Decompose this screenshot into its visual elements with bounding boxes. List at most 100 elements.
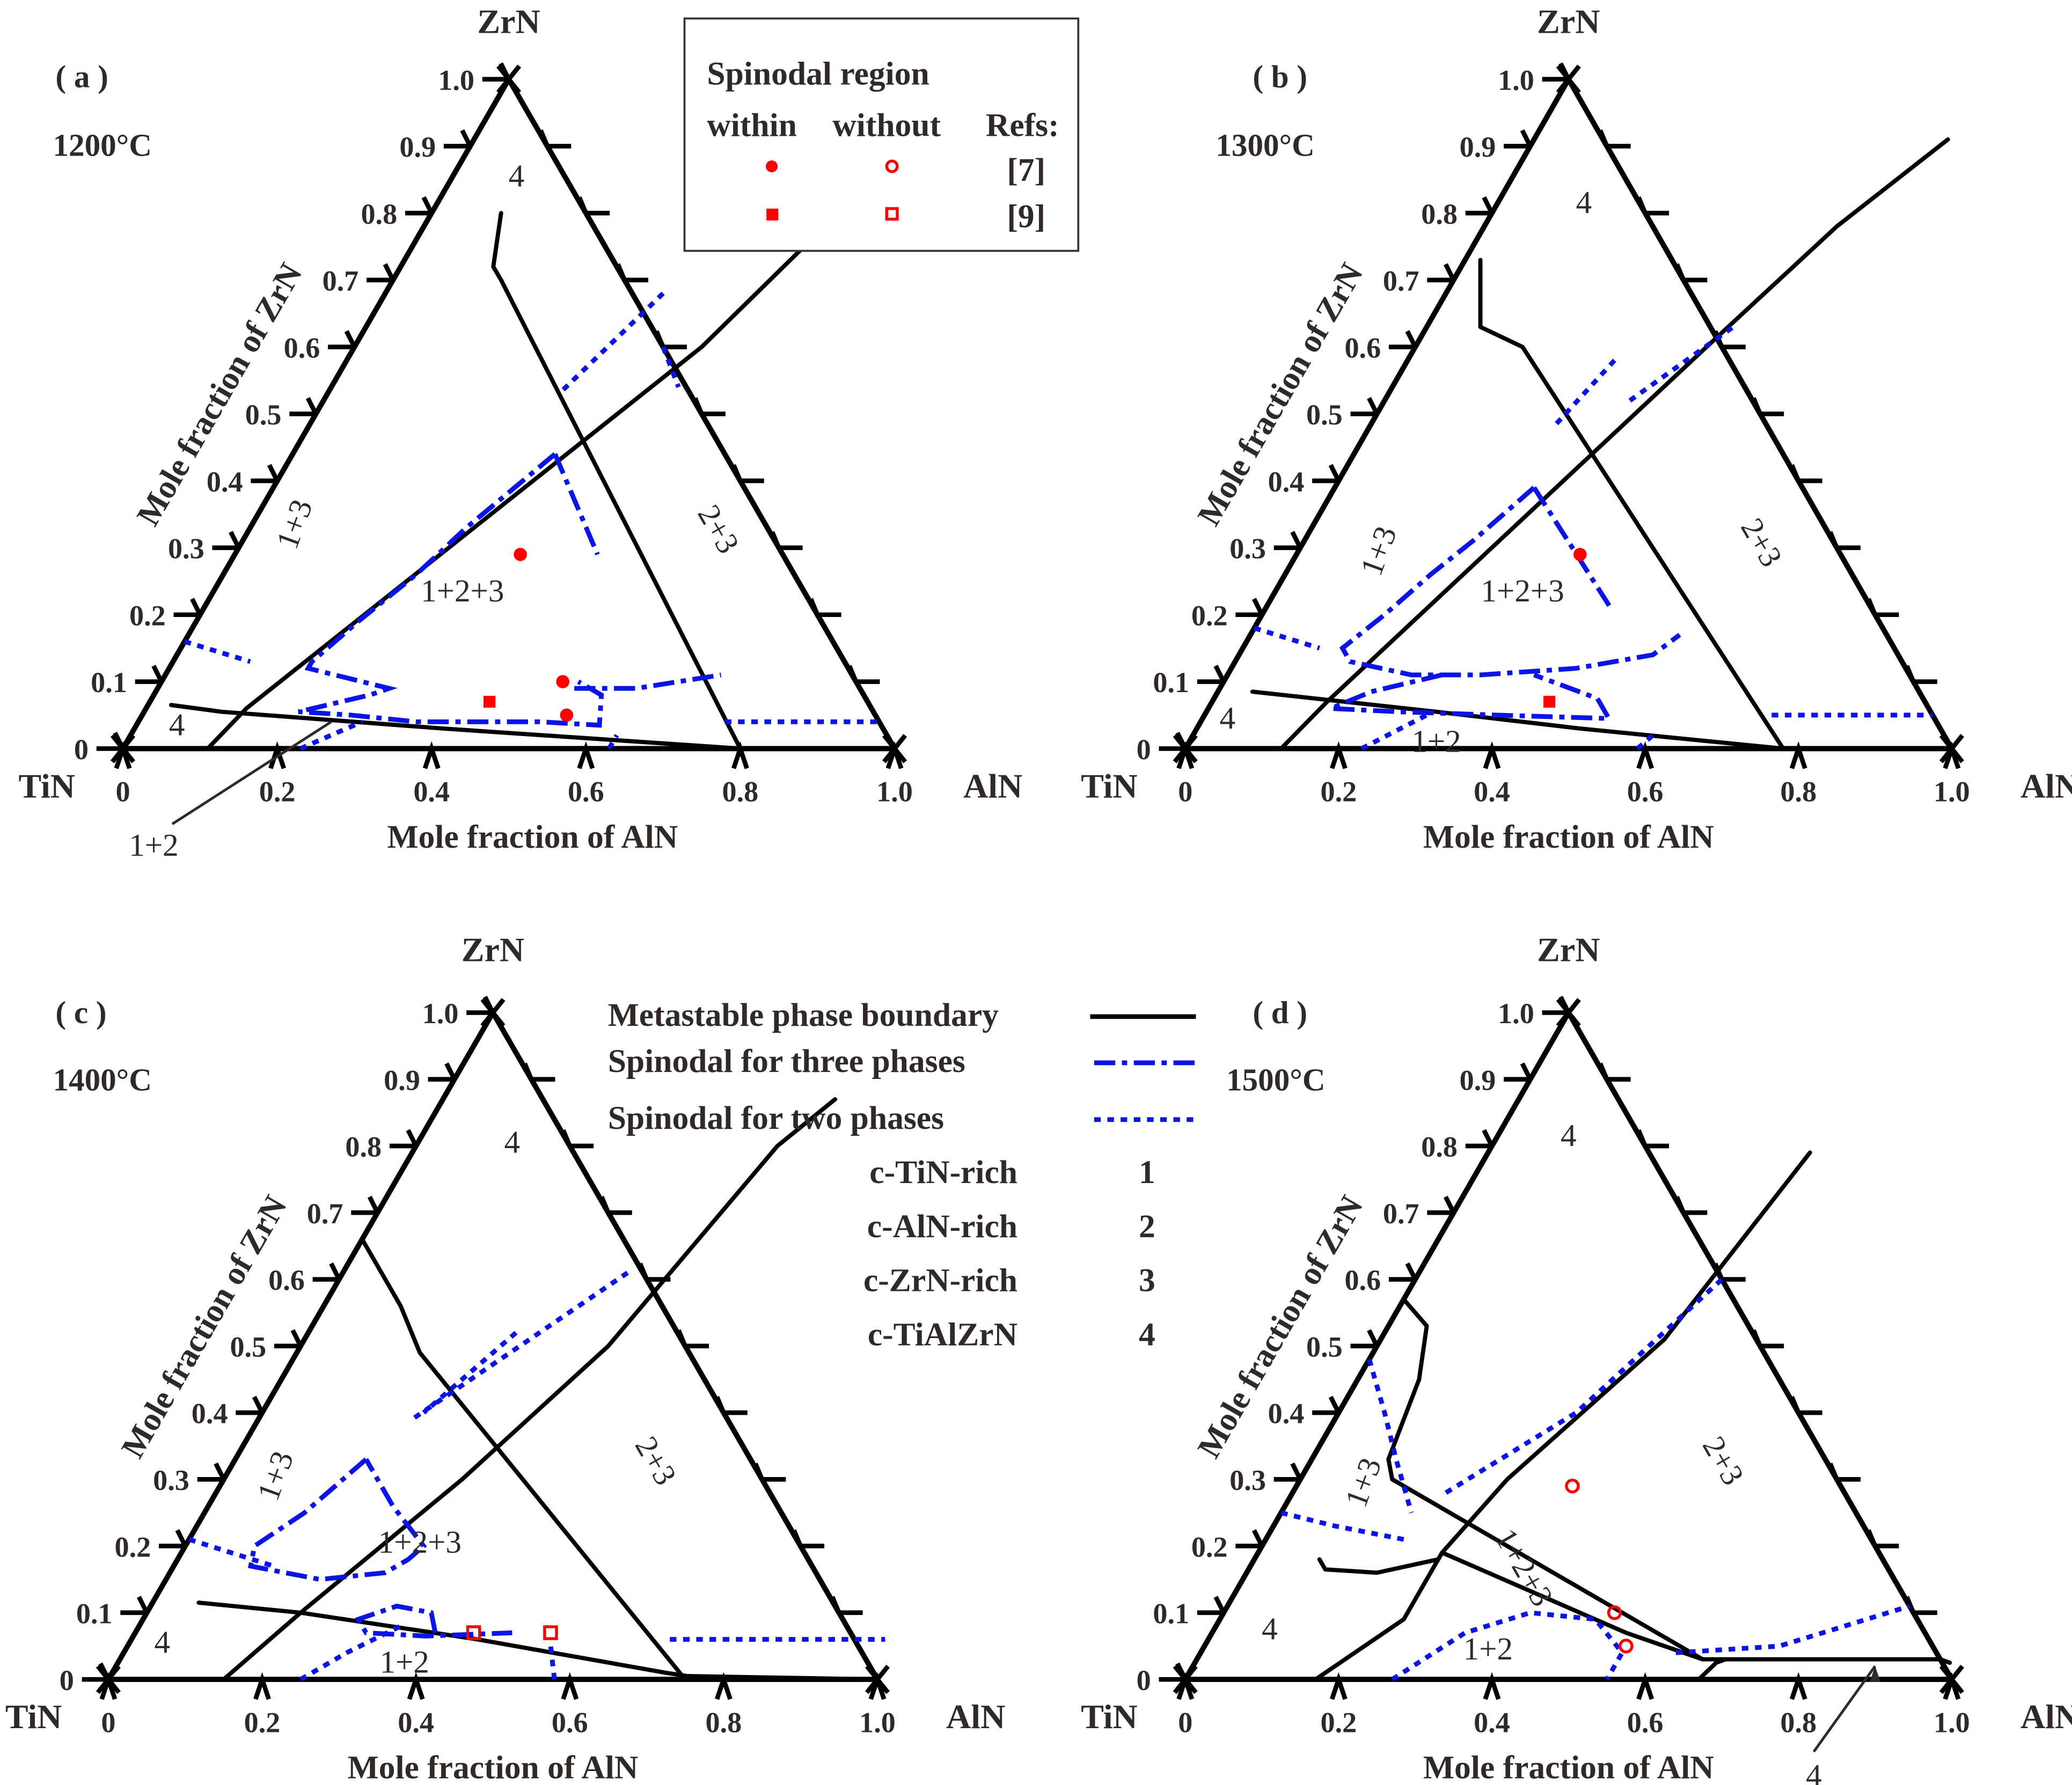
lines-legend: Metastable phase boundary Spinodal for t…: [608, 997, 1196, 1353]
y-tick: [1427, 1195, 1456, 1215]
vertex-tick: [1556, 64, 1581, 94]
y-tick: [1388, 330, 1418, 350]
spinodal-two-phase: [557, 291, 665, 396]
x-tick-label: 0.2: [1321, 776, 1357, 808]
y-tick: [1312, 1395, 1341, 1415]
x-tick-label: 0.6: [552, 1707, 588, 1739]
vertex-tick: [1173, 733, 1198, 763]
right-tick: [1636, 196, 1669, 216]
right-tick: [1866, 598, 1899, 618]
y-tick: [1197, 665, 1226, 684]
y-tick-label: 0.5: [1306, 1331, 1343, 1363]
y-tick-label: 0.3: [153, 1464, 189, 1496]
x-tick-label: 1.0: [1934, 1707, 1970, 1739]
region-label: 1+2: [379, 1644, 429, 1680]
y-tick-label: 0.2: [114, 1531, 151, 1563]
x-tick-label: 0.6: [1627, 1707, 1664, 1739]
y-tick-label: 0.7: [1383, 1198, 1419, 1230]
right-tick: [693, 397, 726, 416]
spinodal-two-phase: [1280, 1510, 1404, 1542]
x-tick: [1636, 1672, 1654, 1700]
x-tick-label: 0.8: [1780, 1707, 1817, 1739]
right-tick: [1789, 1395, 1822, 1415]
y-tick: [173, 598, 202, 618]
y-tick: [405, 196, 434, 216]
y-tick-label: 0.5: [230, 1331, 266, 1363]
spinodal-two-phase: [1551, 358, 1616, 429]
vertex-top-label: ZrN: [477, 3, 540, 41]
vertex-tick: [496, 64, 522, 94]
vertex-tick: [480, 998, 506, 1027]
region-label: 1+3: [1338, 1453, 1388, 1511]
data-point-circle: [1619, 1639, 1634, 1654]
y-tick: [1350, 1329, 1379, 1349]
phase-boundary: [221, 1097, 838, 1682]
vertex-right-label: AlN: [963, 767, 1022, 805]
phase-boundary: [1696, 1657, 1728, 1682]
vertex-top-label: ZrN: [462, 930, 524, 968]
x-tick-label: 0: [101, 1707, 115, 1739]
y-tick-label: 0.2: [1191, 599, 1228, 631]
data-point-square: [483, 695, 496, 708]
x-tick-label: 0: [1178, 776, 1192, 808]
vertex-left-label: TiN: [1081, 1698, 1138, 1736]
y-tick: [1427, 263, 1456, 283]
y-tick-label: 0.8: [1421, 198, 1458, 230]
vertex-right-label: AlN: [946, 1698, 1005, 1736]
legend-spinodal-three-label: Spinodal for three phases: [608, 1043, 965, 1079]
spinodal-two-phase: [299, 719, 363, 751]
spinodal-two-phase: [1445, 1277, 1724, 1495]
y-tick: [428, 1062, 457, 1082]
vertex-left-label: TiN: [5, 1698, 62, 1736]
y-tick: [1465, 196, 1494, 216]
y-tick-label: 0.1: [91, 666, 127, 699]
right-tick: [1789, 464, 1822, 483]
spinodal-two-phase: [607, 734, 619, 750]
spinodal-three-phase: [1330, 672, 1613, 721]
vertex-tick: [1173, 1664, 1198, 1694]
phase-boundary: [1317, 1550, 1445, 1575]
x-tick-label: 0.8: [706, 1707, 742, 1739]
refs-legend-ref9: [9]: [1007, 198, 1045, 234]
x-tick: [714, 1672, 733, 1700]
spinodal-two-phase: [411, 1270, 629, 1422]
legend-phase-2-label: c-AlN-rich: [867, 1208, 1017, 1245]
right-tick: [792, 1529, 825, 1548]
y-tick-label: 0.4: [207, 466, 243, 498]
right-tick: [753, 1463, 786, 1482]
legend-phase-1-num: 1: [1139, 1154, 1155, 1191]
y-tick-label: 0.7: [323, 265, 359, 297]
legend-spinodal-two-label: Spinodal for two phases: [608, 1100, 944, 1136]
y-tick-label: 0.9: [384, 1064, 420, 1096]
legend-marker-within-ref7: [765, 160, 778, 173]
spinodal-three-phase: [574, 672, 722, 691]
y-tick: [367, 263, 396, 283]
vertex-tick: [1556, 998, 1581, 1027]
vertex-tick: [96, 1664, 121, 1694]
spinodal-two-phase: [1636, 733, 1654, 751]
right-tick: [1828, 531, 1861, 550]
x-tick: [561, 1672, 579, 1700]
x-tick: [1329, 741, 1348, 769]
spinodal-two-phase: [188, 1537, 275, 1569]
y-tick-label: 0.1: [1153, 666, 1189, 699]
y-tick: [158, 1529, 188, 1548]
right-tick: [1598, 1062, 1631, 1082]
phase-boundary: [1478, 258, 1785, 751]
right-tick: [1674, 263, 1708, 283]
refs-legend: Spinodal region within without Refs: [7]…: [683, 17, 1080, 252]
right-tick: [654, 330, 687, 350]
region-label: 1+2+3: [421, 573, 504, 608]
right-tick: [599, 1196, 632, 1215]
y-tick-label: 0: [74, 733, 89, 766]
spinodal-three-phase: [247, 1457, 427, 1582]
y-tick: [135, 665, 164, 684]
right-tick: [1636, 1129, 1669, 1149]
vertex-top-label: ZrN: [1537, 930, 1600, 968]
y-tick-label: 0.7: [1383, 265, 1419, 297]
refs-legend-ref7: [7]: [1007, 152, 1045, 188]
y-tick-label: 0.8: [1421, 1131, 1458, 1163]
y-tick-label: 1.0: [422, 997, 459, 1030]
vertex-left-label: TiN: [1081, 767, 1138, 805]
